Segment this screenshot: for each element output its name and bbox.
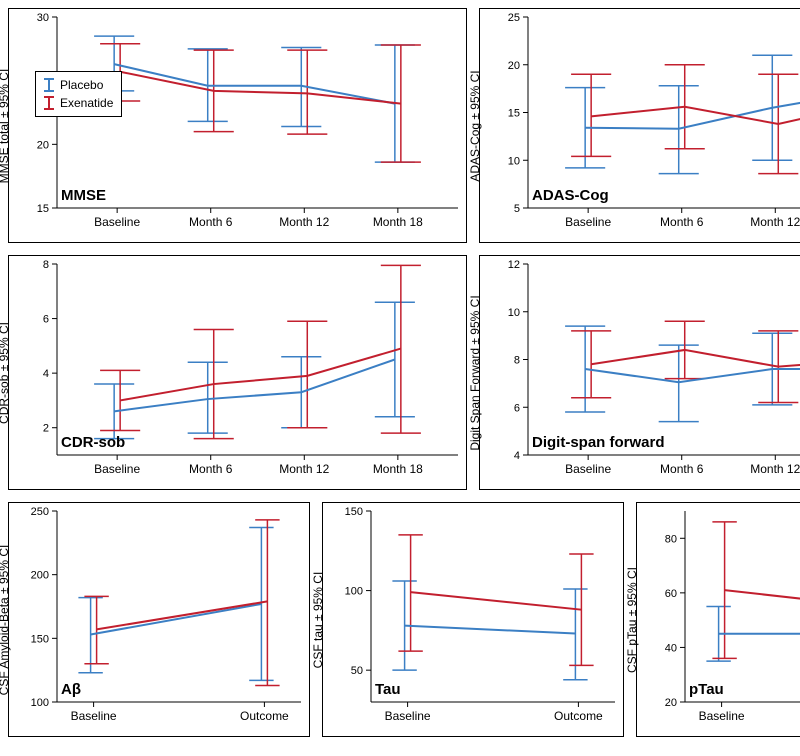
x-tick-label: Month 12: [750, 462, 800, 476]
chart-grid: MMSE total ± 95% CI15202530BaselineMonth…: [8, 8, 792, 737]
y-tick-label: 20: [508, 60, 520, 72]
panel-title: ADAS-Cog: [532, 187, 609, 204]
legend: Placebo Exenatide: [35, 71, 122, 117]
y-tick-label: 4: [514, 450, 520, 462]
y-tick-label: 20: [37, 139, 49, 151]
y-tick-label: 20: [665, 697, 677, 709]
y-axis-label: MMSE total ± 95% CI: [0, 68, 11, 183]
y-axis-label: CSF pTau ± 95% CI: [625, 567, 639, 673]
series-line-exenatide: [591, 103, 800, 124]
panel-cdr: CDR-sob ± 95% CI2468BaselineMonth 6Month…: [8, 255, 467, 490]
panel-title: Aβ: [61, 681, 81, 698]
series-line-placebo: [91, 604, 262, 635]
series-line-placebo: [585, 91, 800, 128]
y-tick-label: 10: [508, 307, 520, 319]
y-axis-label: CSF Amyloid-Beta ± 95% CI: [0, 544, 11, 695]
x-tick-label: Baseline: [565, 462, 611, 476]
x-tick-label: Baseline: [565, 215, 611, 229]
x-tick-label: Baseline: [94, 462, 140, 476]
x-tick-label: Baseline: [385, 709, 431, 723]
x-tick-label: Month 12: [279, 215, 329, 229]
panel-title: CDR-sob: [61, 434, 125, 451]
series-line-placebo: [114, 360, 395, 412]
panel-mmse: MMSE total ± 95% CI15202530BaselineMonth…: [8, 8, 467, 243]
series-line-placebo: [405, 626, 576, 634]
y-tick-label: 10: [508, 155, 520, 167]
legend-item: Exenatide: [44, 94, 113, 112]
x-tick-label: Month 12: [750, 215, 800, 229]
series-line-exenatide: [725, 590, 800, 609]
y-tick-label: 60: [665, 588, 677, 600]
y-tick-label: 40: [665, 642, 677, 654]
y-tick-label: 250: [31, 506, 49, 518]
legend-glyph-errorbar-icon: [44, 76, 54, 94]
x-tick-label: Month 6: [660, 462, 704, 476]
panel-adas: ADAS-Cog ± 95% CI510152025BaselineMonth …: [479, 8, 800, 243]
y-tick-label: 50: [351, 665, 363, 677]
y-tick-label: 15: [508, 108, 520, 120]
y-tick-label: 100: [345, 586, 363, 598]
y-tick-label: 200: [31, 570, 49, 582]
y-tick-label: 30: [37, 12, 49, 24]
legend-label: Placebo: [60, 78, 103, 92]
y-tick-label: 12: [508, 259, 520, 271]
y-tick-label: 5: [514, 203, 520, 215]
series-line-exenatide: [97, 601, 268, 629]
plot: 2 4 6 8 Baseline Month 6 Month 12 Month 18: [9, 256, 466, 489]
y-tick-label: 8: [514, 355, 520, 367]
series-line-exenatide: [120, 349, 401, 401]
y-axis-label: CSF tau ± 95% CI: [311, 571, 325, 668]
y-axis-label: CDR-sob ± 95% CI: [0, 322, 11, 424]
panel-title: Tau: [375, 681, 401, 698]
x-tick-label: Month 12: [279, 462, 329, 476]
y-axis-label: Digit Span Forward ± 95% CI: [468, 295, 482, 450]
x-tick-label: Outcome: [554, 709, 603, 723]
x-tick-label: Baseline: [94, 215, 140, 229]
y-tick-label: 150: [31, 633, 49, 645]
y-tick-label: 150: [345, 506, 363, 518]
plot: 4681012BaselineMonth 6Month 12Month 18: [480, 256, 800, 489]
plot: 15202530BaselineMonth 6Month 12Month 18: [9, 9, 466, 242]
plot: 510152025BaselineMonth 6Month 12Month 18: [480, 9, 800, 242]
x-tick-label: Month 18: [373, 215, 423, 229]
y-tick-label: 80: [665, 533, 677, 545]
y-axis-label: ADAS-Cog ± 95% CI: [468, 70, 482, 181]
y-tick-label: 6: [514, 402, 520, 414]
series-line-exenatide: [591, 350, 800, 367]
panel-tau: CSF tau ± 95% CI50100150BaselineOutcomeT…: [322, 502, 624, 737]
legend-label: Exenatide: [60, 96, 113, 110]
series-line-placebo: [585, 369, 800, 382]
y-tick-label: 6: [43, 314, 49, 326]
panel-title: pTau: [689, 681, 724, 698]
legend-glyph-errorbar-icon: [44, 94, 54, 112]
panel-title: Digit-span forward: [532, 434, 665, 451]
x-tick-label: Month 6: [189, 215, 233, 229]
panel-digit: Digit Span Forward ± 95% CI4681012Baseli…: [479, 255, 800, 490]
x-tick-label: Outcome: [240, 709, 289, 723]
legend-item: Placebo: [44, 76, 113, 94]
chart-row: CSF Amyloid-Beta ± 95% CI100150200250Bas…: [8, 502, 800, 737]
x-tick-label: Month 6: [660, 215, 704, 229]
panel-title: MMSE: [61, 187, 106, 204]
y-tick-label: 25: [508, 12, 520, 24]
panel-abeta: CSF Amyloid-Beta ± 95% CI100150200250Bas…: [8, 502, 310, 737]
y-tick-label: 2: [43, 423, 49, 435]
plot: 50 100 150 Baseline Outcome: [323, 503, 623, 736]
x-tick-label: Month 18: [373, 462, 423, 476]
y-tick-label: 8: [43, 259, 49, 271]
series-line-exenatide: [411, 592, 582, 610]
plot: 100 150 200 250 Baseline Outcome: [9, 503, 309, 736]
y-tick-label: 4: [43, 368, 49, 380]
x-tick-label: Month 6: [189, 462, 233, 476]
x-tick-label: Baseline: [71, 709, 117, 723]
series-line-exenatide: [120, 72, 401, 104]
y-tick-label: 15: [37, 203, 49, 215]
chart-row: CDR-sob ± 95% CI2468BaselineMonth 6Month…: [8, 255, 800, 490]
chart-row: MMSE total ± 95% CI15202530BaselineMonth…: [8, 8, 800, 243]
panel-ptau: CSF pTau ± 95% CI20406080BaselineOutcome…: [636, 502, 800, 737]
x-tick-label: Baseline: [699, 709, 745, 723]
y-tick-label: 100: [31, 697, 49, 709]
plot: 20406080BaselineOutcome: [637, 503, 800, 736]
